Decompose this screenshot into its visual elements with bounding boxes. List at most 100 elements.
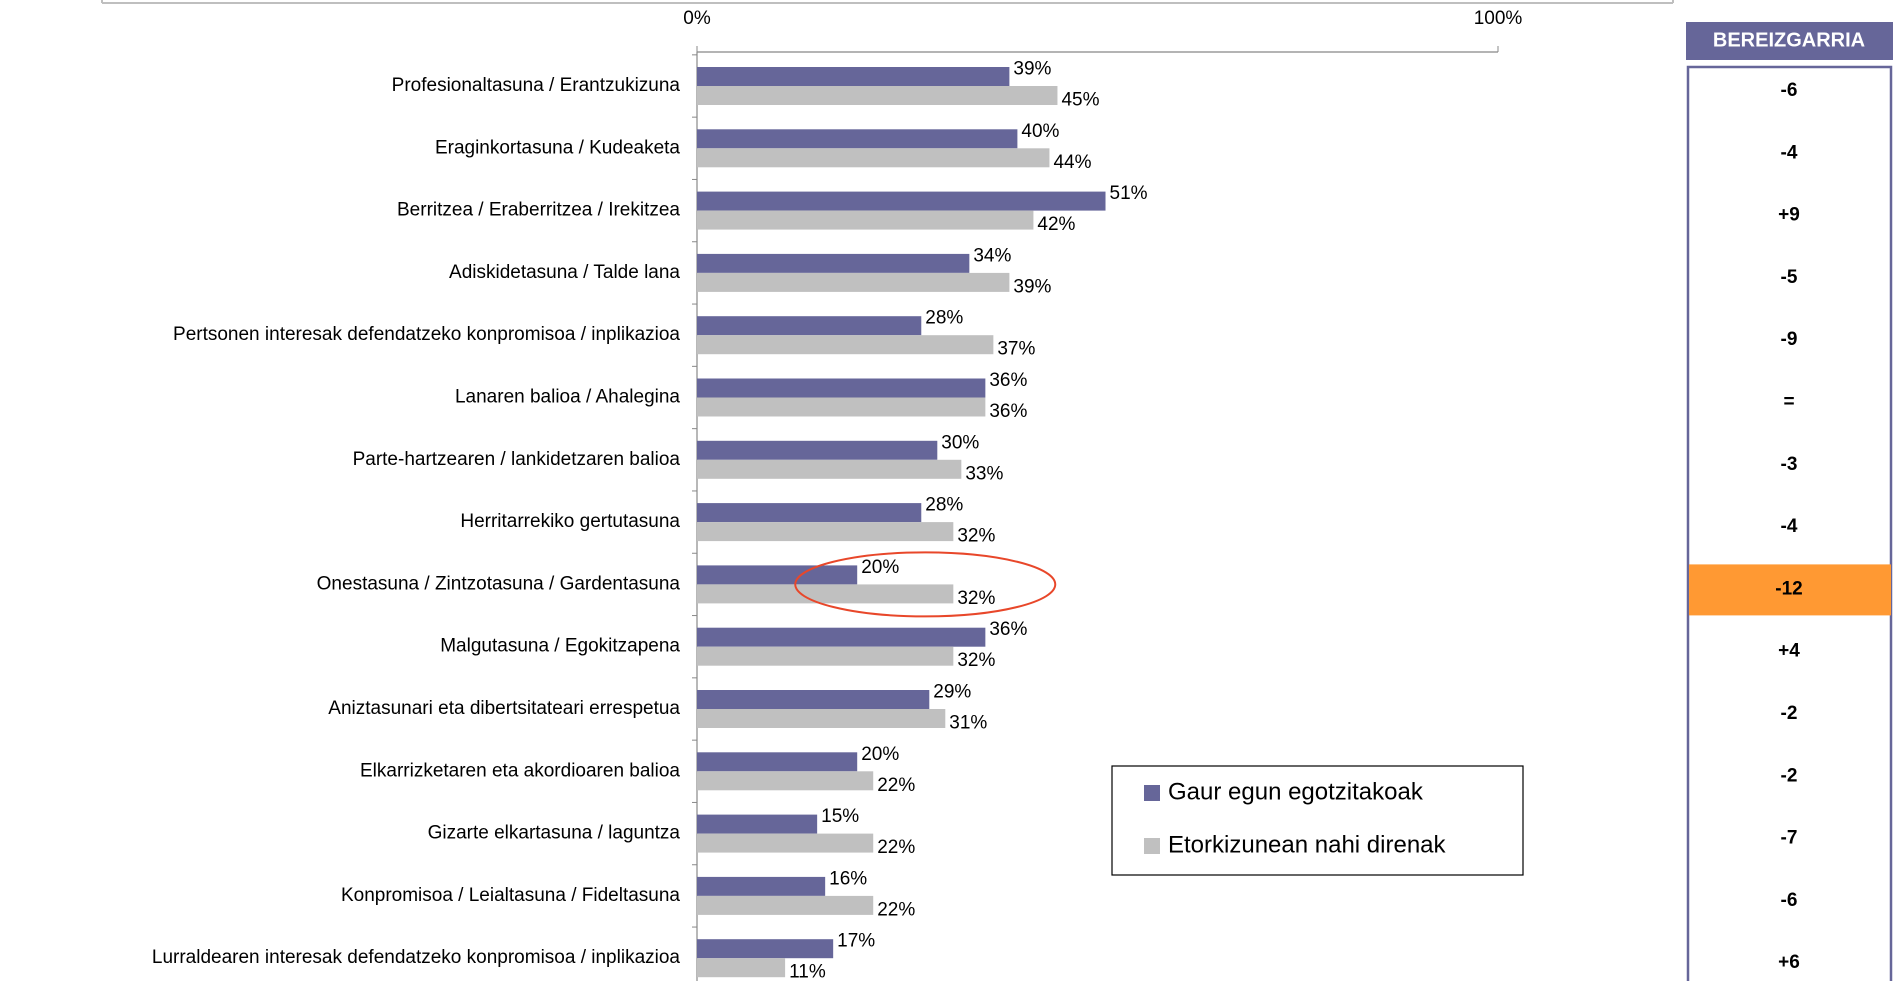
data-label: 36%	[989, 370, 1027, 391]
data-label: 22%	[877, 837, 915, 858]
bar	[697, 833, 874, 853]
bar	[697, 814, 818, 834]
category-label: Herritarrekiko gertutasuna	[460, 511, 680, 532]
x-tick-label: 0%	[683, 8, 711, 29]
bar	[697, 272, 1010, 292]
bar	[697, 627, 986, 647]
table-cell: +4	[1778, 641, 1800, 662]
bar	[697, 709, 946, 728]
table-cell: -2	[1781, 765, 1798, 786]
data-label: 36%	[989, 619, 1027, 640]
legend-label: Gaur egun egotzitakoak	[1168, 778, 1424, 805]
table-cell: -9	[1781, 329, 1798, 350]
data-label: 37%	[997, 339, 1035, 360]
bar	[697, 752, 858, 772]
data-label: 30%	[941, 432, 979, 453]
legend	[1111, 765, 1524, 876]
table-cell: =	[1783, 392, 1794, 413]
data-label: 28%	[925, 308, 963, 329]
bar	[697, 690, 930, 709]
data-label: 33%	[965, 463, 1003, 484]
table-cell: -6	[1781, 890, 1798, 911]
bar	[697, 210, 1034, 230]
bar	[697, 584, 954, 604]
table-header-bg	[1686, 22, 1893, 60]
data-label: 51%	[1110, 183, 1148, 204]
category-label: Lanaren balioa / Ahalegina	[455, 387, 680, 408]
bar	[697, 876, 826, 896]
bar	[697, 958, 786, 978]
bar	[697, 316, 922, 336]
category-label: Adiskidetasuna / Talde lana	[449, 262, 680, 283]
legend-label: Etorkizunean nahi direnak	[1168, 831, 1447, 858]
bar	[697, 335, 994, 355]
category-label: Profesionaltasuna / Erantzukizuna	[392, 75, 681, 96]
table-cell: -6	[1781, 80, 1798, 101]
data-label: 39%	[1013, 276, 1051, 297]
data-label: 40%	[1021, 121, 1059, 142]
data-label: 39%	[1013, 59, 1051, 80]
data-label: 22%	[877, 775, 915, 796]
category-label: Pertsonen interesak defendatzeko konprom…	[173, 324, 680, 345]
bar	[697, 191, 1106, 211]
bar	[697, 646, 954, 666]
table-cell: -3	[1781, 454, 1798, 475]
data-label: 20%	[861, 557, 899, 578]
data-label: 29%	[933, 682, 971, 703]
data-label: 17%	[837, 931, 875, 952]
table-cell: -2	[1781, 703, 1798, 724]
bar	[697, 459, 962, 479]
bar	[697, 440, 938, 460]
category-label: Konpromisoa / Leialtasuna / Fideltasuna	[341, 885, 680, 906]
table-cell: +9	[1778, 205, 1800, 226]
data-label: 32%	[957, 588, 995, 609]
category-label: Onestasuna / Zintzotasuna / Gardentasuna	[317, 573, 681, 594]
table-cell: -7	[1781, 828, 1798, 849]
bar	[697, 397, 986, 417]
category-label: Eraginkortasuna / Kudeaketa	[435, 137, 680, 158]
bar	[697, 565, 858, 585]
data-label: 22%	[877, 899, 915, 920]
legend-swatch	[1144, 838, 1160, 854]
data-label: 15%	[821, 806, 859, 827]
bar	[697, 895, 874, 915]
category-label: Lurraldearen interesak defendatzeko konp…	[152, 947, 681, 968]
data-label: 32%	[957, 526, 995, 547]
data-label: 32%	[957, 650, 995, 671]
table-cell: -5	[1781, 267, 1798, 288]
table-box	[1686, 65, 1893, 981]
data-label: 45%	[1061, 90, 1099, 111]
data-label: 20%	[861, 744, 899, 765]
data-label: 28%	[925, 495, 963, 516]
bar	[697, 129, 1018, 149]
bar	[697, 148, 1050, 168]
x-tick-label: 100%	[1474, 8, 1523, 29]
bar	[697, 378, 986, 398]
data-label: 31%	[949, 713, 987, 734]
annotation-ellipse	[794, 551, 1057, 618]
table-cell: +6	[1778, 952, 1800, 973]
bar	[697, 253, 970, 273]
bar	[697, 67, 1010, 86]
table-cell: -4	[1781, 516, 1798, 537]
data-label: 42%	[1037, 214, 1075, 235]
bar	[697, 522, 954, 542]
data-label: 44%	[1053, 152, 1091, 173]
category-label: Berritzea / Eraberritzea / Irekitzea	[397, 200, 680, 221]
bar	[697, 939, 834, 959]
data-label: 16%	[829, 868, 867, 889]
highlight	[1689, 564, 1891, 616]
category-label: Malgutasuna / Egokitzapena	[440, 636, 680, 657]
legend-swatch	[1144, 785, 1160, 801]
category-label: Aniztasunari eta dibertsitateari errespe…	[328, 698, 680, 719]
bar	[697, 771, 874, 791]
data-label: 34%	[973, 245, 1011, 266]
bar	[697, 86, 1058, 105]
table-cell: -12	[1775, 578, 1802, 599]
category-label: Parte-hartzearen / lankidetzaren balioa	[353, 449, 681, 470]
data-label: 11%	[789, 962, 826, 981]
category-label: Gizarte elkartasuna / laguntza	[428, 823, 681, 844]
data-label: 36%	[989, 401, 1027, 422]
bar	[697, 503, 922, 523]
